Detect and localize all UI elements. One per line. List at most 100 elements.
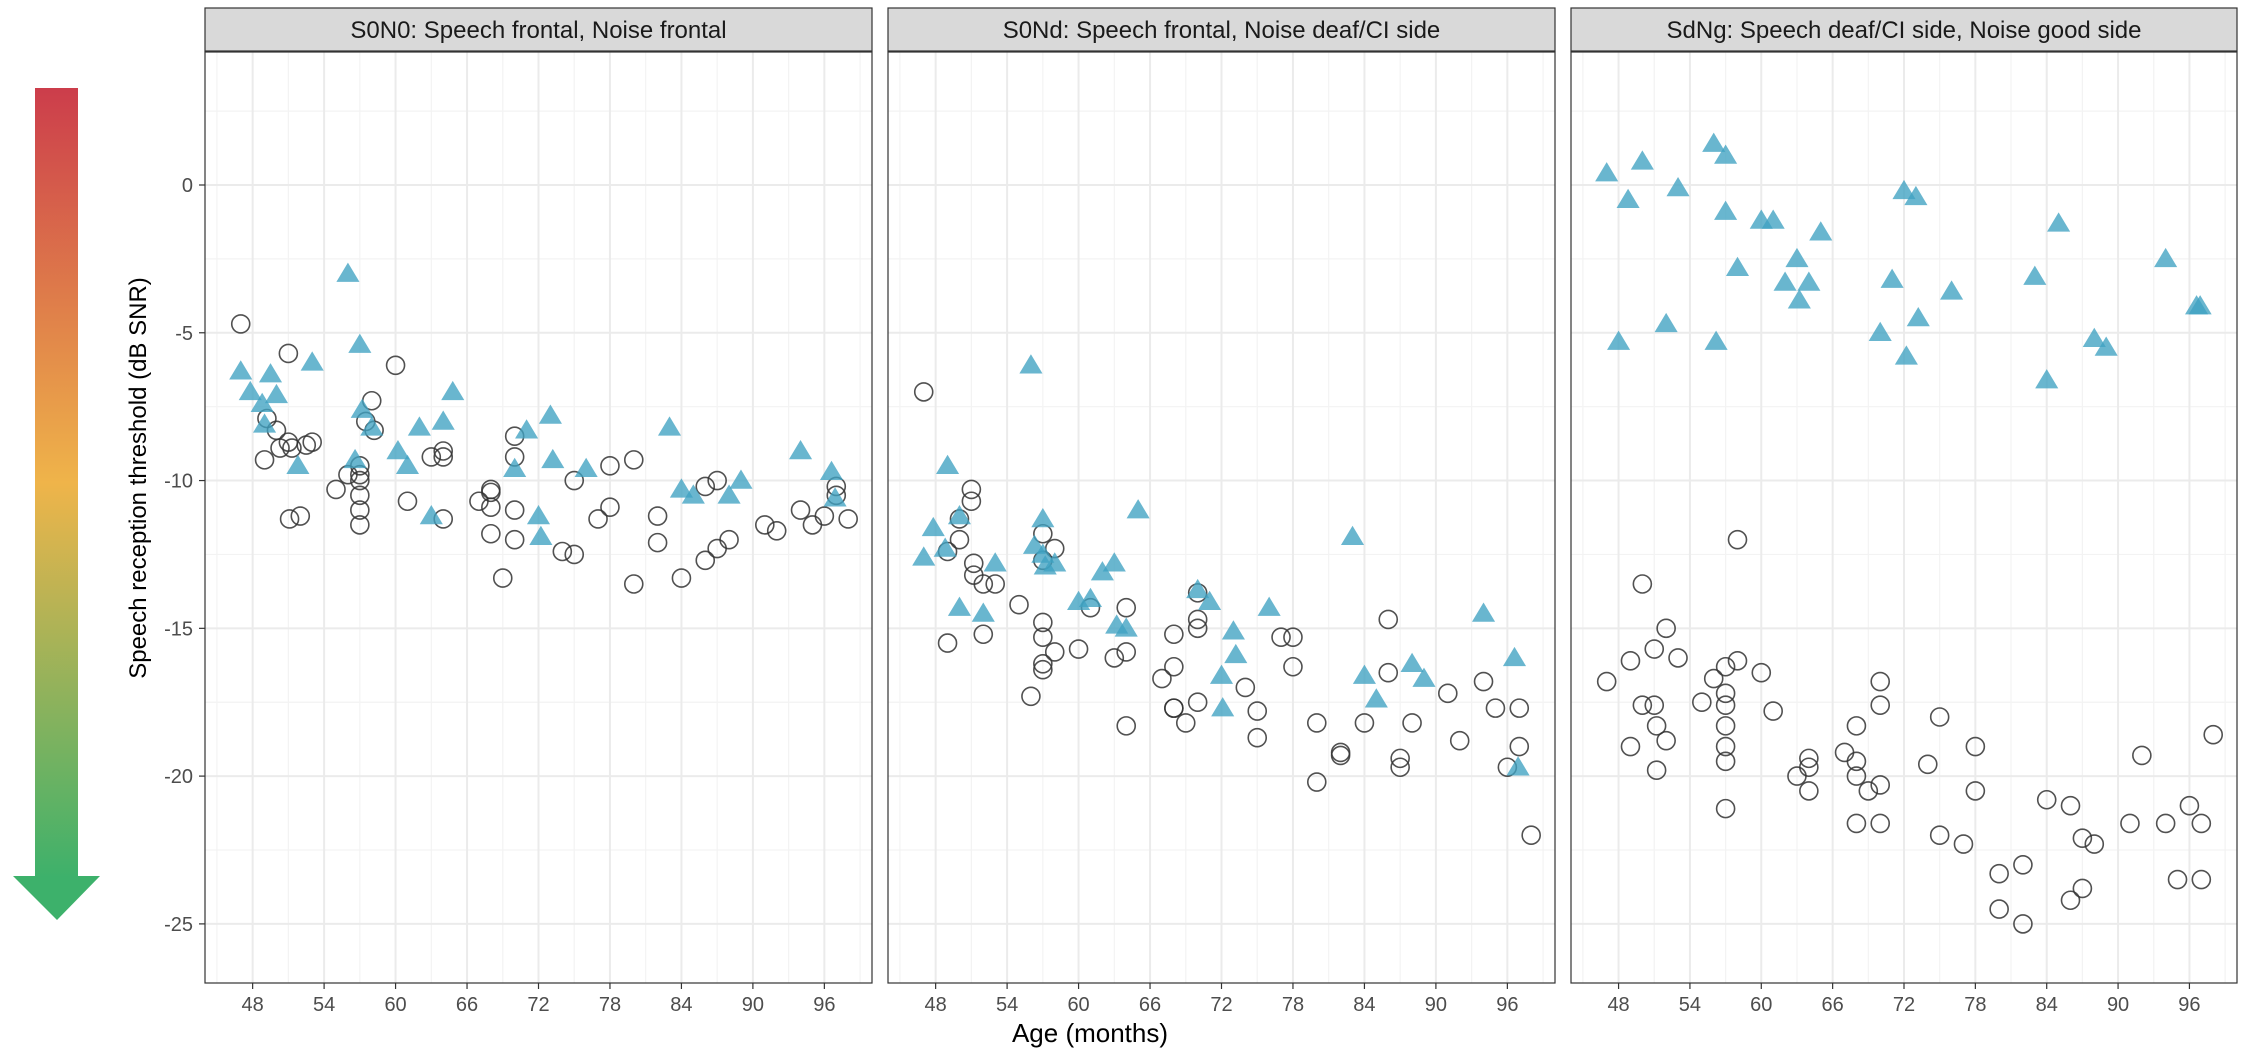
x-tick-label: 84	[1353, 994, 1375, 1016]
x-tick-label: 66	[1822, 994, 1844, 1016]
data-point-triangle	[1906, 307, 1930, 327]
data-point-triangle	[1787, 289, 1811, 309]
data-point-triangle	[971, 602, 995, 622]
data-point-circle	[254, 450, 275, 470]
data-point-triangle	[336, 262, 360, 282]
data-point-circle	[433, 441, 454, 461]
data-point-triangle	[1880, 268, 1904, 288]
data-point-triangle	[1654, 312, 1678, 333]
data-point-circle	[1870, 775, 1891, 795]
data-point-triangle	[419, 505, 443, 525]
data-point-circle	[481, 482, 501, 503]
data-point-circle	[790, 500, 811, 520]
data-point-circle	[1799, 781, 1819, 801]
x-tick-label: 90	[742, 994, 764, 1016]
data-point-circle	[1870, 813, 1891, 834]
data-point-triangle	[350, 398, 374, 418]
x-tick-label: 54	[313, 994, 335, 1016]
data-point-triangle	[541, 448, 565, 469]
data-point-circle	[1989, 899, 2009, 919]
data-point-circle	[814, 506, 835, 526]
data-point-triangle	[1714, 200, 1738, 220]
data-point-circle	[2060, 890, 2081, 911]
data-point-circle	[1306, 772, 1327, 792]
data-point-triangle	[1506, 756, 1530, 776]
data-point-circle	[1164, 698, 1184, 718]
data-point-circle	[1715, 683, 1736, 704]
data-point-triangle	[258, 363, 283, 383]
data-point-triangle	[1364, 688, 1388, 708]
facet-strip	[1570, 7, 2238, 52]
data-point-triangle	[1809, 221, 1833, 241]
data-point-circle	[913, 382, 934, 402]
data-point-circle	[937, 633, 958, 653]
data-point-circle	[600, 497, 620, 517]
data-point-triangle	[1502, 646, 1527, 667]
data-point-circle	[1116, 642, 1137, 662]
data-point-triangle	[947, 596, 972, 616]
data-point-circle	[564, 470, 585, 491]
data-point-triangle	[1019, 354, 1043, 374]
data-point-circle	[1763, 701, 1783, 721]
y-axis-label: Speech reception threshold (dB SNR)	[125, 277, 152, 679]
data-point-triangle	[300, 351, 324, 371]
data-point-circle	[1727, 529, 1748, 550]
data-point-circle	[1929, 825, 1950, 846]
x-tick-label: 54	[996, 994, 1018, 1016]
data-point-circle	[695, 476, 716, 497]
data-point-circle	[1715, 736, 1736, 757]
data-point-triangle	[1704, 330, 1728, 350]
data-point-triangle	[1702, 132, 1726, 152]
data-point-circle	[282, 438, 302, 458]
data-point-triangle	[503, 457, 527, 477]
data-point-circle	[2084, 834, 2105, 854]
x-axis-label: Age (months)	[1012, 1018, 1168, 1048]
x-tick-label: 96	[2178, 994, 2200, 1016]
data-point-triangle	[1616, 188, 1640, 209]
x-tick-label: 72	[1893, 994, 1915, 1016]
data-point-triangle	[1797, 271, 1821, 291]
data-point-circle	[302, 432, 322, 452]
data-point-triangle	[529, 525, 553, 545]
data-point-triangle	[1186, 578, 1210, 599]
data-point-circle	[2132, 745, 2152, 766]
data-point-triangle	[1126, 499, 1150, 519]
data-point-triangle	[1224, 643, 1248, 664]
data-point-circle	[600, 455, 620, 476]
data-point-triangle	[819, 460, 844, 480]
data-point-circle	[1438, 683, 1458, 704]
data-point-circle	[1727, 651, 1748, 671]
data-point-triangle	[1090, 561, 1114, 581]
x-tick-label: 72	[527, 994, 549, 1016]
data-point-triangle	[574, 457, 598, 477]
data-point-circle	[552, 541, 573, 562]
data-point-triangle	[1761, 209, 1785, 229]
data-point-triangle	[2188, 295, 2212, 315]
data-point-circle	[2179, 795, 2200, 816]
data-point-circle	[2072, 828, 2093, 848]
data-point-circle	[350, 500, 370, 520]
data-point-circle	[1449, 730, 1470, 751]
data-point-triangle	[286, 454, 310, 475]
data-point-circle	[350, 515, 370, 535]
data-point-triangle	[788, 440, 813, 460]
facet-panel: S0N0: Speech frontal, Noise frontal 48 54 6…	[164, 7, 873, 1016]
x-tick-label: 84	[670, 994, 692, 1016]
data-point-circle	[973, 624, 994, 645]
data-point-circle	[647, 532, 668, 553]
data-point-triangle	[1773, 271, 1797, 291]
x-tick-label: 48	[925, 994, 947, 1016]
data-point-triangle	[1221, 620, 1245, 640]
data-point-circle	[1703, 668, 1724, 689]
data-point-circle	[350, 470, 370, 491]
data-point-circle	[1858, 781, 1879, 801]
data-point-circle	[1596, 671, 1617, 692]
data-point-triangle	[538, 404, 562, 424]
data-point-triangle	[238, 380, 262, 401]
x-tick-label: 84	[2036, 994, 2058, 1016]
gradient-arrow-icon	[13, 88, 100, 920]
x-tick-label: 90	[2107, 994, 2129, 1016]
data-point-circle	[1009, 594, 1029, 615]
data-point-triangle	[250, 392, 274, 412]
data-point-circle	[564, 544, 585, 565]
